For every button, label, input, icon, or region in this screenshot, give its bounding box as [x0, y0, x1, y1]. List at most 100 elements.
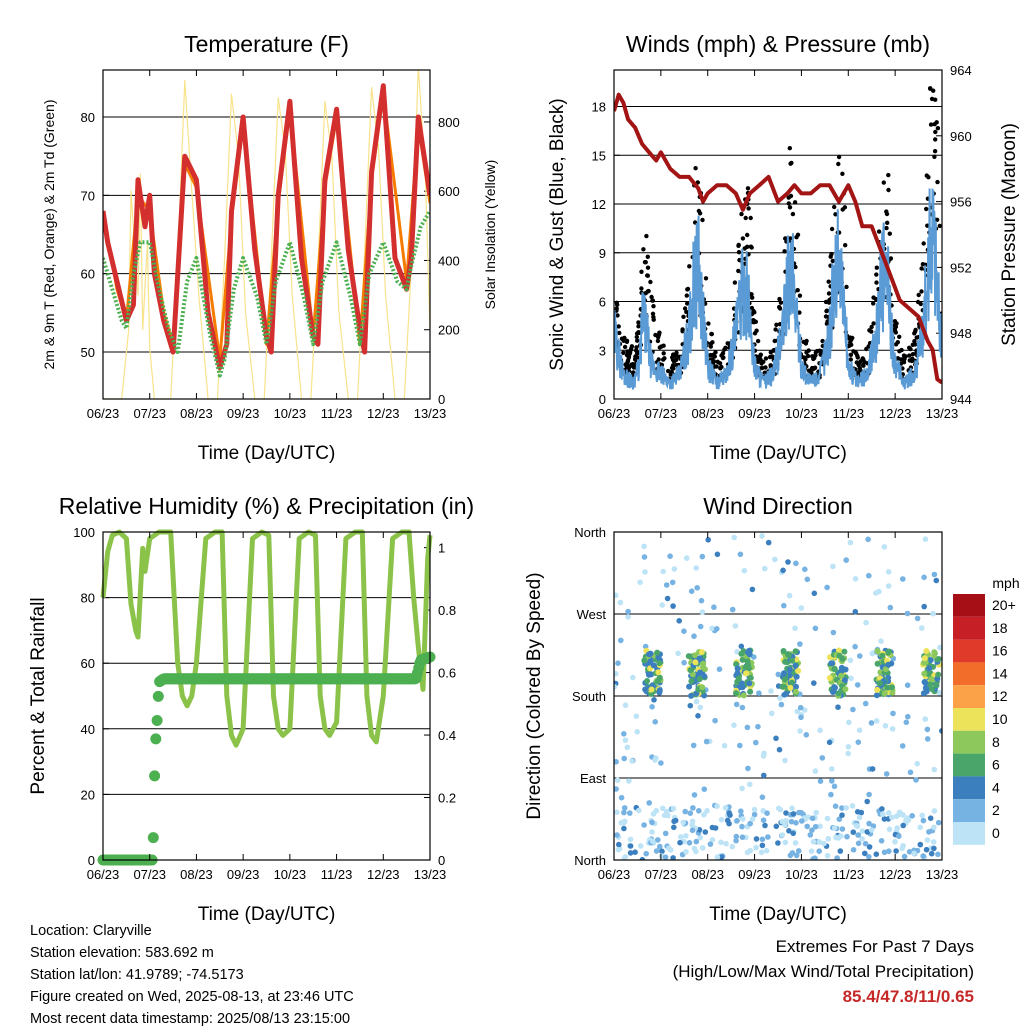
direction-point [838, 668, 845, 675]
extremes-values: 85.4/47.8/11/0.65 [842, 987, 974, 1006]
direction-point [873, 692, 880, 699]
legend-swatch-4 [953, 685, 985, 708]
direction-point [813, 809, 819, 816]
direction-point [850, 847, 857, 853]
direction-point [839, 805, 845, 811]
direction-point [831, 825, 838, 831]
direction-point [664, 595, 671, 602]
direction-point [928, 850, 935, 857]
direction-point [740, 692, 747, 699]
direction-point [835, 690, 842, 697]
direction-point [792, 648, 799, 655]
direction-point [614, 684, 618, 690]
latlon-text: Station lat/lon: 41.9789; -74.5173 [30, 967, 244, 983]
direction-point [845, 744, 852, 750]
direction-point [873, 718, 880, 724]
direction-point [776, 746, 783, 753]
direction-point [737, 551, 744, 558]
direction-point [762, 822, 768, 829]
series-line-0-3 [103, 70, 430, 399]
gust-point [626, 365, 632, 370]
x-tick-label-3-2: 08/23 [691, 867, 724, 882]
direction-point [882, 666, 889, 673]
direction-point [654, 678, 661, 685]
direction-point [817, 778, 824, 784]
gust-point [893, 324, 899, 329]
direction-point [671, 824, 677, 831]
gust-point [874, 265, 879, 270]
gust-point [871, 321, 876, 326]
direction-point [644, 678, 651, 684]
direction-point [746, 680, 753, 687]
legend-label-8: 4 [992, 779, 1000, 795]
x-tick-label-2-6: 12/23 [367, 867, 400, 882]
direction-point [826, 675, 833, 681]
direction-point [780, 648, 787, 654]
direction-point [669, 579, 676, 586]
direction-point [744, 724, 751, 731]
x-tick-label-1-1: 07/23 [645, 406, 678, 421]
gust-point [717, 361, 723, 366]
direction-point [733, 690, 739, 697]
direction-point [675, 650, 681, 657]
gust-point [644, 233, 649, 239]
direction-point [688, 678, 695, 685]
y-tick-label-2-0: 0 [88, 853, 95, 868]
gust-point [786, 201, 791, 206]
direction-point [739, 704, 746, 711]
direction-point [775, 840, 781, 846]
gust-point [636, 320, 641, 325]
gust-point [836, 154, 842, 160]
direction-point [642, 569, 648, 575]
direction-point [809, 815, 816, 822]
direction-point [701, 811, 707, 818]
direction-point [714, 626, 720, 632]
direction-point [913, 777, 919, 783]
gust-point [633, 348, 639, 353]
direction-point [873, 851, 880, 857]
gust-point [714, 364, 719, 369]
legend-label-1: 18 [992, 620, 1008, 636]
direction-point [627, 843, 634, 849]
direction-point [692, 659, 699, 666]
direction-point [807, 832, 814, 838]
direction-point [726, 820, 732, 827]
direction-point [627, 850, 634, 856]
direction-point [683, 849, 689, 855]
x-tick-label-0-3: 09/23 [227, 406, 260, 421]
direction-point [881, 544, 888, 550]
gust-point [751, 318, 756, 323]
direction-point [830, 629, 837, 636]
gust-point [826, 279, 831, 284]
direction-point [885, 810, 892, 816]
y2-axis-label-0: Solar Insolation (Yellow) [482, 160, 498, 310]
direction-point [857, 653, 863, 659]
direction-point [616, 841, 622, 848]
gust-point [933, 129, 938, 135]
direction-point [812, 768, 819, 774]
direction-point [866, 844, 873, 850]
gust-point [645, 254, 650, 259]
y-axis-label-0: 2m & 9m T (Red, Orange) & 2m Td (Green) [41, 100, 57, 370]
x-tick-label-0-4: 10/23 [274, 406, 307, 421]
direction-point [756, 690, 762, 696]
direction-point [825, 835, 832, 842]
direction-point [652, 719, 658, 725]
direction-point [785, 652, 792, 659]
direction-point [649, 838, 656, 844]
gust-point [645, 273, 650, 278]
gust-point [709, 331, 714, 337]
gust-point [757, 354, 763, 359]
y2-tick-label-0-3: 600 [438, 184, 460, 199]
direction-point [816, 848, 822, 854]
gust-point [913, 327, 918, 333]
gust-point [634, 334, 639, 340]
gust-point [651, 304, 656, 309]
direction-point [797, 641, 803, 647]
direction-point [862, 700, 869, 707]
direction-point [621, 820, 627, 826]
extremes-subtitle: (High/Low/Max Wind/Total Precipitation) [672, 962, 974, 981]
gust-point [657, 345, 662, 350]
y-tick-label-2-3: 60 [81, 656, 95, 671]
direction-point [879, 806, 885, 812]
